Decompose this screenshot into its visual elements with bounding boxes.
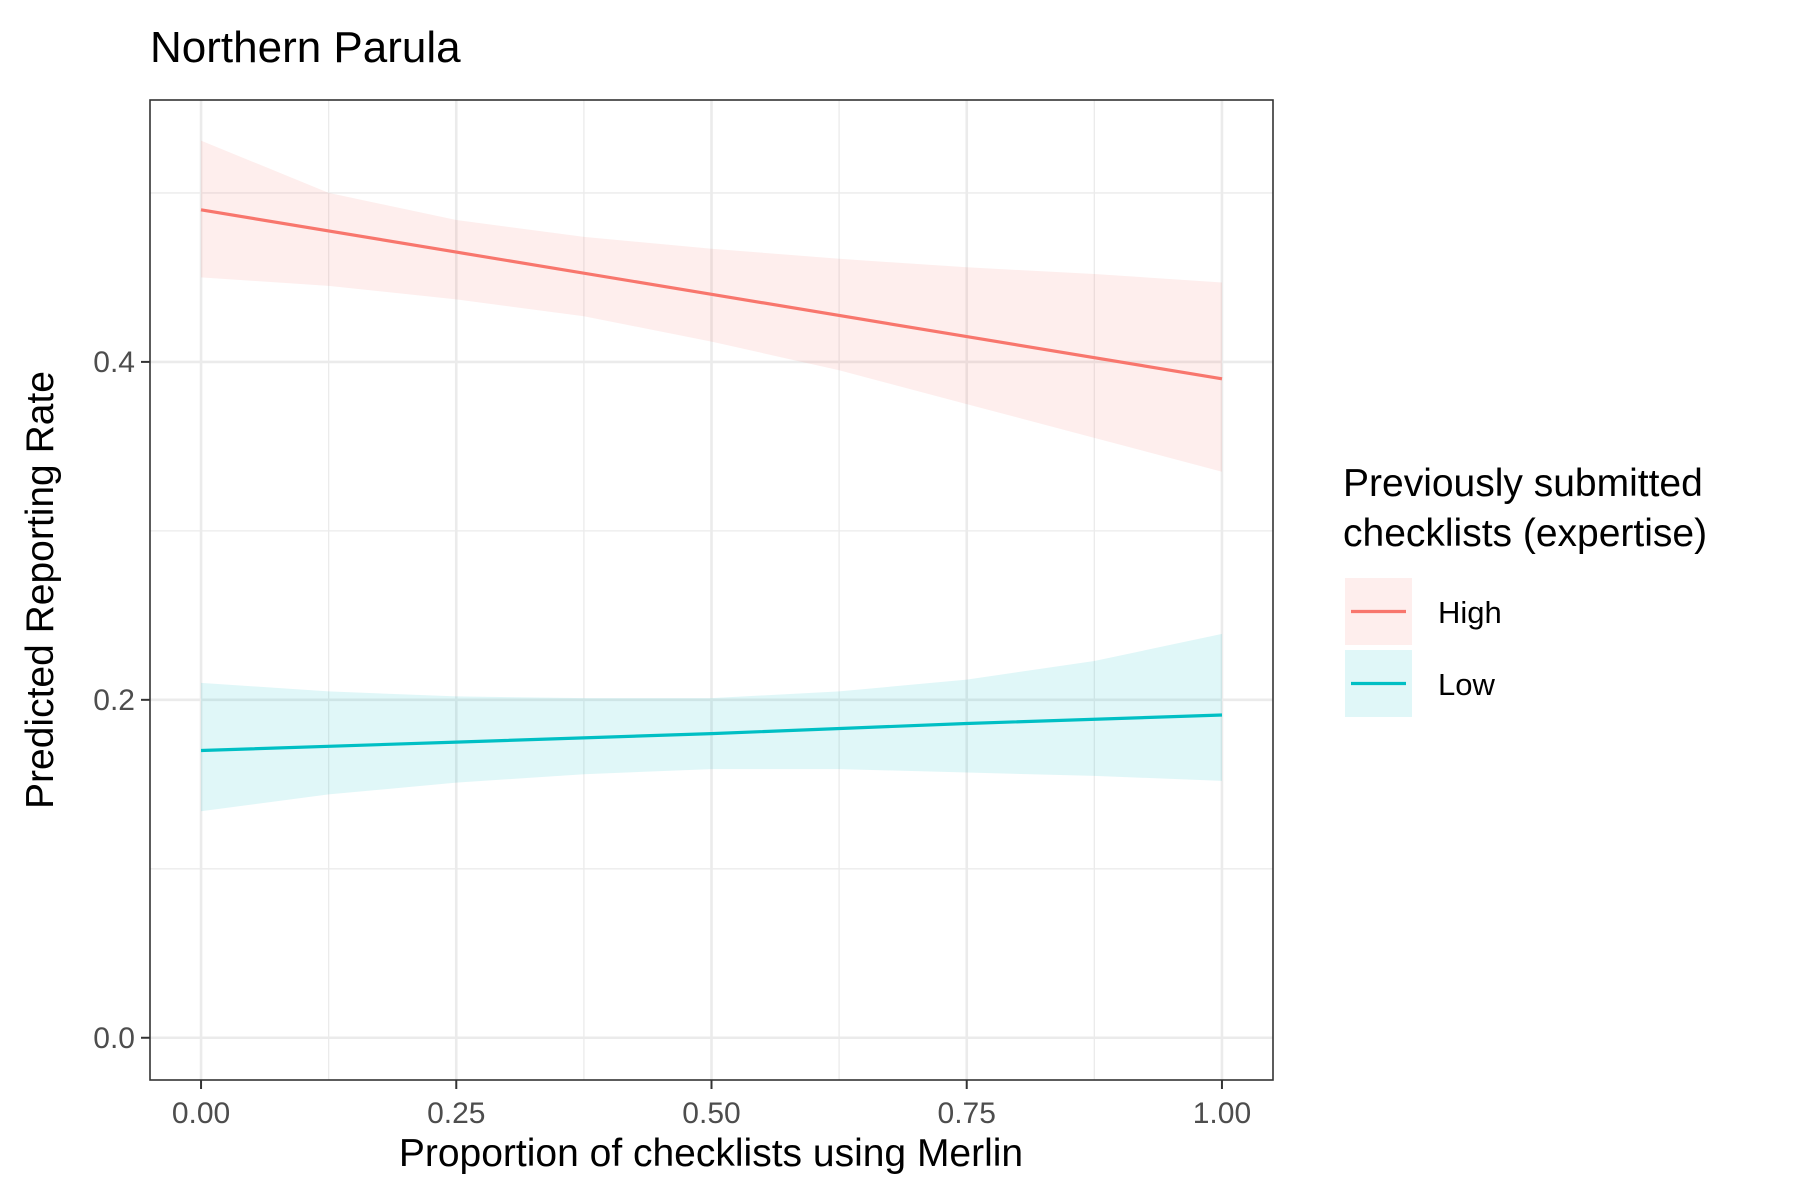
legend-label-high: High <box>1438 595 1502 630</box>
y-tick-label: 0.4 <box>93 346 135 379</box>
confidence-ribbons <box>201 140 1222 812</box>
legend: Previously submitted checklists (experti… <box>1343 462 1707 717</box>
x-axis-title: Proportion of checklists using Merlin <box>399 1132 1023 1175</box>
ribbon-high <box>201 140 1222 472</box>
legend-title-line-2: checklists (expertise) <box>1343 512 1707 555</box>
y-tick-label: 0.2 <box>93 684 135 717</box>
series-lines <box>200 208 1223 753</box>
x-tick-label: 1.00 <box>1193 1097 1251 1130</box>
series-line-high <box>200 208 1223 381</box>
x-tick-label: 0.75 <box>938 1097 996 1130</box>
grid-major <box>150 100 1273 1080</box>
chart-title: Northern Parula <box>150 23 461 72</box>
x-tick-label: 0.25 <box>427 1097 485 1130</box>
y-tick-label: 0.0 <box>93 1022 135 1055</box>
x-tick-label: 0.00 <box>172 1097 230 1130</box>
y-axis: 0.0 0.2 0.4 <box>93 346 150 1055</box>
x-axis: 0.00 0.25 0.50 0.75 1.00 <box>172 1080 1251 1130</box>
plot-panel <box>149 99 1274 1081</box>
x-tick-label: 0.50 <box>682 1097 740 1130</box>
series-line-low <box>200 713 1223 753</box>
legend-label-low: Low <box>1438 667 1495 702</box>
legend-title-line-1: Previously submitted <box>1343 462 1703 505</box>
legend-items: High Low <box>1345 578 1502 717</box>
ribbon-low <box>201 633 1222 812</box>
y-axis-title: Predicted Reporting Rate <box>19 371 62 809</box>
